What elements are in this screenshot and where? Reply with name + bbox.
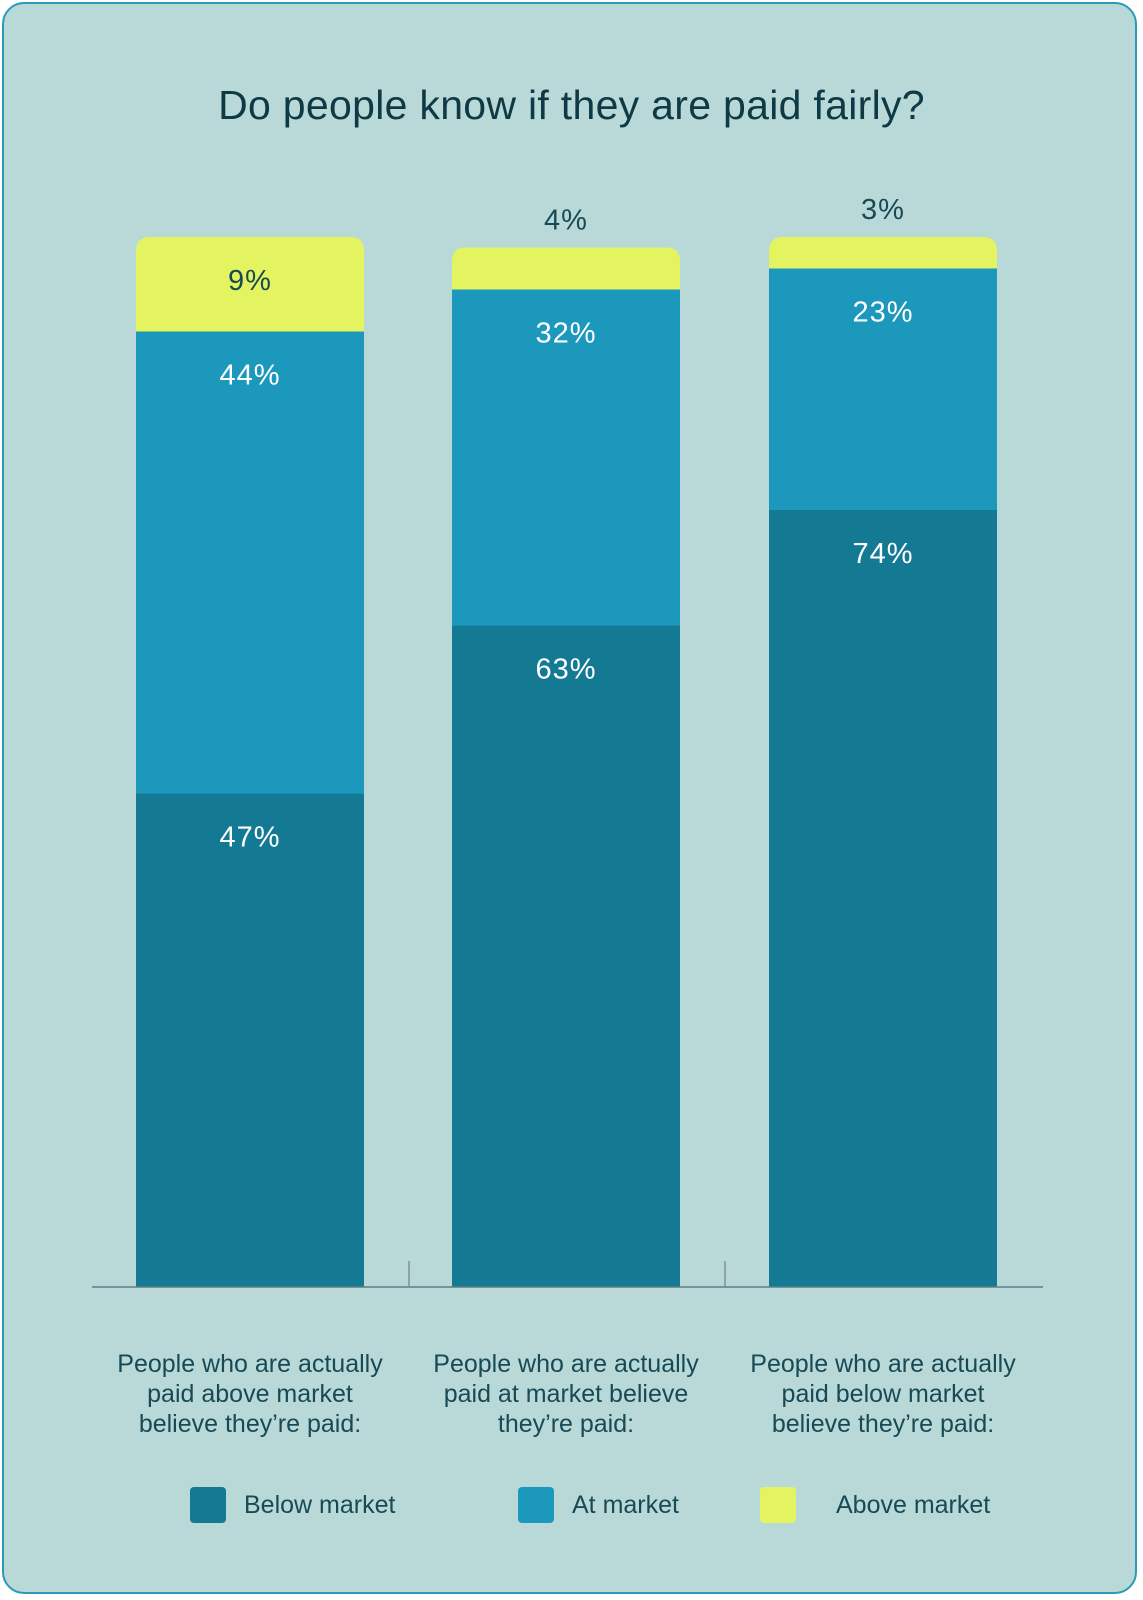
legend-item-above-market: Above market: [760, 1487, 990, 1523]
legend-label: Below market: [244, 1490, 396, 1519]
legend-swatch: [190, 1487, 226, 1523]
bar-segment-above-market-2: [452, 247, 680, 290]
category-label-3-line-3: believe they’re paid:: [771, 1410, 995, 1438]
category-label-3-line-1: People who are actually: [750, 1350, 1016, 1378]
bar-segment-at-market-3: [769, 268, 997, 510]
category-label-3-line-2: paid below market: [781, 1380, 985, 1408]
category-label-1-line-2: paid above market: [147, 1380, 353, 1408]
bar-segment-below-market-3: [769, 510, 997, 1287]
category-label-2-line-1: People who are actually: [433, 1350, 699, 1378]
bar-segment-below-market-1: [136, 793, 364, 1287]
category-label-1: People who are actually paid above market…: [90, 1349, 410, 1439]
bar-segment-below-market-2: [452, 625, 680, 1287]
legend-label: Above market: [836, 1490, 991, 1519]
bar-segment-at-market-1: [136, 331, 364, 794]
bar-segment-at-market-2: [452, 289, 680, 626]
data-label-above-market-1: 9%: [228, 265, 272, 297]
category-label-1-line-3: believe they’re paid:: [138, 1410, 362, 1438]
category-label-1-line-1: People who are actually: [117, 1350, 383, 1378]
data-label-at-market-3: 23%: [852, 297, 913, 329]
data-label-at-market-2: 32%: [535, 318, 596, 350]
bar-segment-above-market-3: [769, 237, 997, 269]
bar-segment-above-market-1: [136, 237, 364, 332]
data-label-at-market-1: 44%: [219, 360, 280, 392]
category-label-2-line-2: paid at market believe: [443, 1380, 689, 1408]
data-label-above-market-2: 4%: [544, 205, 588, 237]
data-label-below-market-3: 74%: [852, 538, 913, 570]
chart-title: Do people know if they are paid fairly?: [218, 82, 925, 128]
legend-item-below-market: Below market: [190, 1487, 395, 1523]
category-label-2-line-3: they’re paid:: [497, 1410, 635, 1438]
category-label-3: People who are actually paid below market…: [723, 1349, 1043, 1439]
legend-swatch: [518, 1487, 554, 1523]
legend-swatch: [760, 1487, 796, 1523]
data-label-above-market-3: 3%: [861, 194, 905, 226]
category-label-2: People who are actually paid at market be…: [406, 1349, 726, 1439]
legend-item-at-market: At market: [518, 1487, 679, 1523]
legend-label: At market: [572, 1490, 679, 1519]
data-label-below-market-2: 63%: [535, 654, 596, 686]
data-label-below-market-1: 47%: [219, 822, 280, 854]
